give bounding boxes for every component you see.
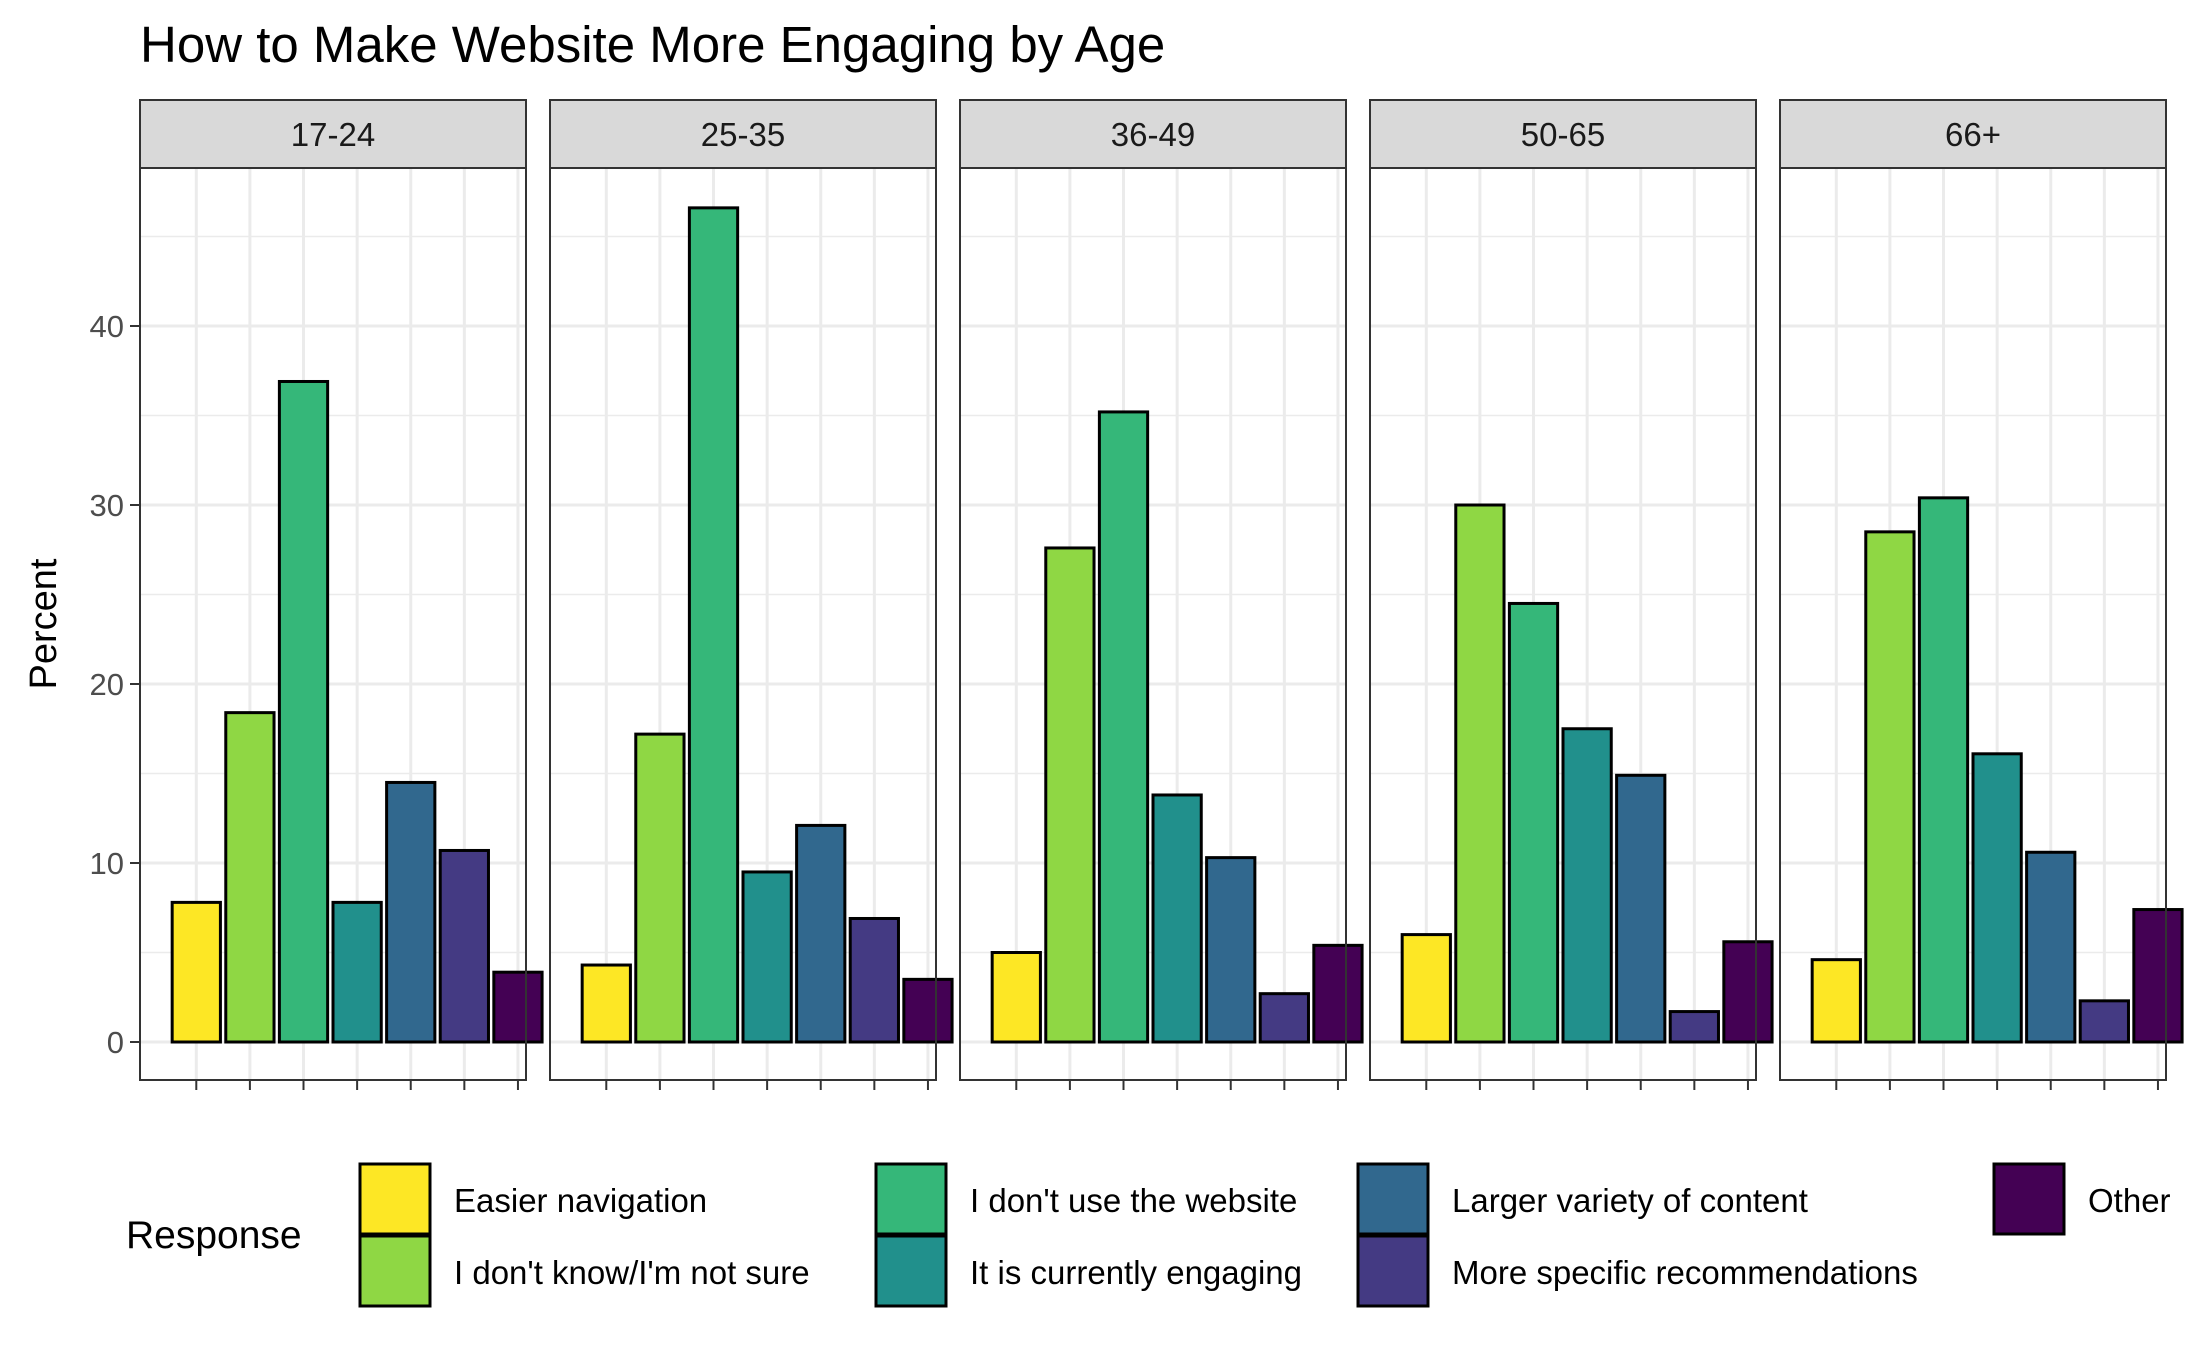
bar-17-24-1 (170, 900, 222, 1044)
bar-17-24-3 (277, 379, 330, 1044)
bar-25-35-3 (687, 206, 740, 1044)
bar-66+-2 (1864, 530, 1916, 1044)
legend-label: Easier navigation (454, 1182, 707, 1219)
bar-66+-6 (2078, 999, 2130, 1044)
legend-key (1356, 1162, 1430, 1236)
facet-label: 66+ (1945, 116, 2001, 153)
facet-strip (1779, 99, 2167, 169)
bar-25-35-1 (580, 963, 632, 1044)
facet-17-24: 17-24 (139, 99, 544, 1090)
panel-border (959, 167, 1347, 1081)
bar-36-49-7 (1312, 943, 1364, 1044)
y-tick-label: 10 (90, 846, 124, 881)
legend: Response Easier navigation I don't know/I… (126, 1162, 2171, 1308)
facet-strip (959, 99, 1347, 169)
facet-strip (139, 99, 527, 169)
facet-label: 25-35 (701, 116, 785, 153)
bar-36-49-5 (1205, 856, 1257, 1044)
facet-panels: 17-24 25-35 36-49 50-65 66+ 0 10 20 30 40 (90, 99, 2184, 1090)
y-tick-label: 20 (90, 667, 124, 702)
legend-key (358, 1234, 432, 1308)
bar-50-65-2 (1454, 503, 1506, 1044)
legend-label: It is currently engaging (970, 1254, 1302, 1291)
bar-25-35-5 (795, 823, 847, 1044)
legend-key (358, 1162, 432, 1236)
bar-36-49-6 (1258, 992, 1310, 1044)
bar-66+-5 (2025, 850, 2077, 1044)
y-axis-title: Percent (23, 558, 65, 689)
bar-50-65-3 (1507, 601, 1560, 1044)
bar-66+-3 (1917, 496, 1970, 1044)
panel-border (1779, 167, 2167, 1081)
legend-label: Other (2088, 1182, 2171, 1219)
facet-25-35: 25-35 (549, 99, 954, 1090)
panel-border (549, 167, 937, 1081)
legend-key (874, 1234, 948, 1308)
legend-label: I don't know/I'm not sure (454, 1254, 810, 1291)
panel-border (139, 167, 527, 1081)
bar-17-24-5 (385, 780, 437, 1044)
bar-50-65-6 (1668, 1010, 1720, 1044)
facet-36-49: 36-49 (959, 99, 1364, 1090)
bar-36-49-4 (1151, 793, 1203, 1044)
bar-25-35-6 (848, 916, 900, 1044)
legend-key (874, 1162, 948, 1236)
bar-17-24-4 (331, 900, 383, 1044)
y-tick-label: 0 (107, 1025, 124, 1060)
bar-25-35-4 (741, 870, 793, 1044)
bar-36-49-2 (1044, 546, 1096, 1044)
facet-label: 17-24 (291, 116, 375, 153)
panel-border (1369, 167, 1757, 1081)
chart-title: How to Make Website More Engaging by Age (140, 16, 1165, 73)
legend-key (1356, 1234, 1430, 1308)
facet-50-65: 50-65 (1369, 99, 1774, 1090)
bar-25-35-2 (634, 732, 686, 1044)
bar-36-49-1 (990, 951, 1042, 1044)
bar-17-24-7 (492, 970, 544, 1044)
bar-17-24-2 (224, 711, 276, 1044)
legend-title: Response (126, 1214, 302, 1257)
bar-36-49-3 (1097, 410, 1150, 1044)
bar-66+-7 (2132, 908, 2184, 1044)
bar-50-65-7 (1722, 940, 1774, 1044)
bar-66+-1 (1810, 958, 1862, 1044)
y-tick-label: 30 (90, 488, 124, 523)
bar-17-24-6 (438, 848, 490, 1044)
facet-66+: 66+ (1779, 99, 2184, 1090)
bar-66+-4 (1971, 752, 2023, 1044)
y-tick-label: 40 (90, 309, 124, 344)
bar-25-35-7 (902, 977, 954, 1044)
bar-50-65-5 (1615, 773, 1667, 1044)
bar-50-65-4 (1561, 727, 1613, 1044)
facet-label: 36-49 (1111, 116, 1195, 153)
legend-label: More specific recommendations (1452, 1254, 1918, 1291)
legend-label: I don't use the website (970, 1182, 1297, 1219)
facet-label: 50-65 (1521, 116, 1605, 153)
facet-strip (549, 99, 937, 169)
legend-key (1992, 1162, 2066, 1236)
bar-50-65-1 (1400, 933, 1452, 1044)
legend-label: Larger variety of content (1452, 1182, 1808, 1219)
